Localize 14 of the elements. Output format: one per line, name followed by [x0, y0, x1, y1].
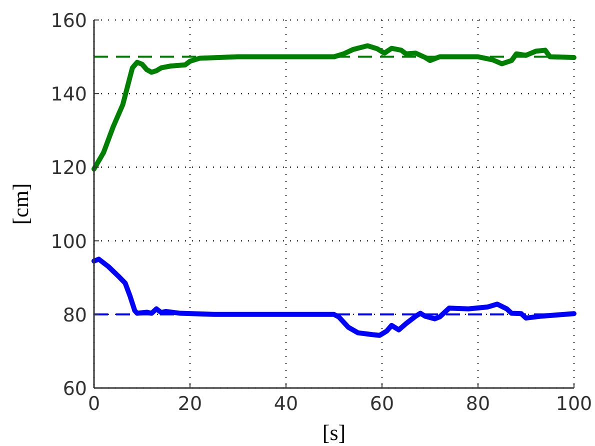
x-tick-label: 40	[274, 393, 298, 415]
y-tick-label: 100	[50, 230, 87, 253]
y-axis-title: [cm]	[8, 183, 33, 225]
x-axis-title: [s]	[322, 420, 346, 445]
y-tick-label: 60	[62, 378, 87, 400]
y-tick-label: 140	[50, 84, 87, 106]
x-tick-label: 100	[556, 393, 592, 415]
x-tick-label: 20	[178, 393, 202, 415]
x-tick-label: 80	[466, 393, 490, 415]
x-tick-label: 60	[370, 393, 394, 415]
x-tick-label: 0	[88, 393, 100, 415]
y-tick-label: 120	[50, 157, 87, 180]
y-tick-label: 80	[62, 304, 87, 326]
y-tick-label: 160	[50, 10, 87, 32]
